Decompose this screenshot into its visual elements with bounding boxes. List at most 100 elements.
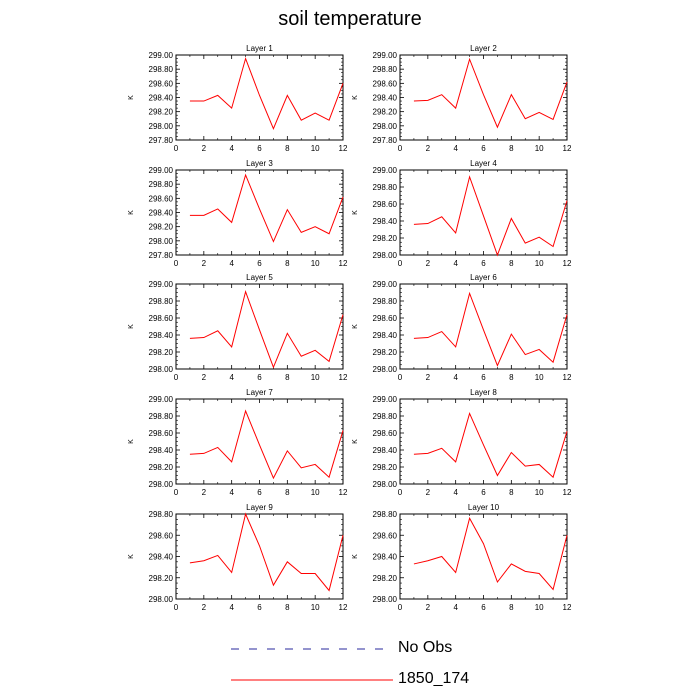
x-tick-label: 8 xyxy=(509,488,514,497)
x-tick-label: 10 xyxy=(311,144,320,153)
x-tick-label: 4 xyxy=(453,603,458,612)
plot-frame xyxy=(399,283,568,370)
y-tick-label: 298.80 xyxy=(149,65,174,74)
x-tick-label: 12 xyxy=(563,603,572,612)
y-tick-label: 298.40 xyxy=(373,94,398,103)
y-tick-label: 298.60 xyxy=(373,79,398,88)
x-tick-label: 12 xyxy=(339,603,348,612)
x-tick-label: 10 xyxy=(311,603,320,612)
y-tick-label: 298.80 xyxy=(149,180,174,189)
x-tick-label: 6 xyxy=(257,144,262,153)
y-tick-label: 298.20 xyxy=(149,348,174,357)
x-tick-label: 8 xyxy=(285,259,290,268)
x-tick-label: 12 xyxy=(339,373,348,382)
plot-frame xyxy=(399,54,568,141)
series-line-1850-174 xyxy=(413,291,568,367)
series-line-1850-174 xyxy=(189,173,344,243)
x-tick-label: 8 xyxy=(509,259,514,268)
x-tick-label: 6 xyxy=(481,488,486,497)
y-tick-label: 298.80 xyxy=(373,510,398,519)
y-tick-label: 298.40 xyxy=(149,209,174,218)
y-tick-label: 298.40 xyxy=(373,553,398,562)
x-tick-label: 2 xyxy=(202,373,207,382)
y-axis-label: K xyxy=(352,210,359,215)
series-line-1850-174 xyxy=(189,512,344,592)
page-title: soil temperature xyxy=(278,8,422,30)
y-tick-label: 298.20 xyxy=(373,574,398,583)
x-tick-label: 2 xyxy=(426,603,431,612)
y-tick-label: 298.00 xyxy=(149,122,174,131)
x-tick-label: 6 xyxy=(481,373,486,382)
y-tick-label: 298.40 xyxy=(149,446,174,455)
y-tick-label: 299.00 xyxy=(149,51,174,60)
panel-layer-4: Layer 4 K 298.00 298.20 298.40 298.60 298.80 29… xyxy=(352,159,572,268)
x-tick-label: 10 xyxy=(311,259,320,268)
y-tick-label: 298.20 xyxy=(149,463,174,472)
x-tick-label: 4 xyxy=(229,144,234,153)
x-tick-label: 12 xyxy=(563,373,572,382)
x-tick-label: 2 xyxy=(426,488,431,497)
y-tick-label: 299.00 xyxy=(373,51,398,60)
x-tick-label: 2 xyxy=(426,373,431,382)
plot-frame xyxy=(399,513,568,600)
y-tick-label: 298.20 xyxy=(149,223,174,232)
y-tick-label: 298.20 xyxy=(373,348,398,357)
x-tick-label: 12 xyxy=(563,259,572,268)
series-line-1850-174 xyxy=(413,411,568,479)
panel-layer-5: Layer 5 K 298.00 298.20 298.40 298.60 298.80 29… xyxy=(128,273,348,382)
plot-frame xyxy=(175,513,344,600)
y-axis-label: K xyxy=(128,95,135,100)
x-tick-label: 2 xyxy=(426,259,431,268)
y-tick-label: 298.60 xyxy=(373,314,398,323)
plot-frame xyxy=(175,54,344,141)
y-tick-label: 298.60 xyxy=(149,314,174,323)
x-tick-label: 0 xyxy=(174,259,179,268)
x-tick-label: 2 xyxy=(202,488,207,497)
x-tick-label: 10 xyxy=(311,373,320,382)
x-tick-label: 0 xyxy=(174,373,179,382)
x-tick-label: 10 xyxy=(535,259,544,268)
x-tick-label: 4 xyxy=(453,259,458,268)
x-tick-label: 10 xyxy=(535,373,544,382)
y-tick-label: 297.80 xyxy=(373,136,398,145)
y-axis-label: K xyxy=(352,324,359,329)
series-line-1850-174 xyxy=(189,56,344,130)
panel-title: Layer 6 xyxy=(470,273,497,282)
y-tick-label: 298.60 xyxy=(149,194,174,203)
x-tick-label: 8 xyxy=(285,373,290,382)
x-tick-label: 8 xyxy=(285,603,290,612)
x-tick-label: 4 xyxy=(453,373,458,382)
panel-title: Layer 2 xyxy=(470,44,497,53)
y-tick-label: 299.00 xyxy=(149,280,174,289)
panel-title: Layer 3 xyxy=(246,159,273,168)
y-tick-label: 298.60 xyxy=(373,531,398,540)
y-tick-label: 299.00 xyxy=(149,166,174,175)
series-line-1850-174 xyxy=(413,57,568,129)
x-tick-label: 12 xyxy=(339,144,348,153)
plot-frame xyxy=(399,169,568,256)
panel-layer-10: Layer 10 K 298.00 298.20 298.40 298.60 298.80 0… xyxy=(352,503,572,612)
panel-title: Layer 9 xyxy=(246,503,273,512)
x-tick-label: 8 xyxy=(285,488,290,497)
y-tick-label: 298.60 xyxy=(149,79,174,88)
x-tick-label: 6 xyxy=(481,144,486,153)
y-axis-label: K xyxy=(352,439,359,444)
y-tick-label: 298.60 xyxy=(149,429,174,438)
panel-title: Layer 10 xyxy=(468,503,500,512)
y-tick-label: 298.00 xyxy=(373,595,398,604)
y-tick-label: 298.80 xyxy=(373,65,398,74)
y-tick-label: 298.80 xyxy=(373,183,398,192)
x-tick-label: 12 xyxy=(563,144,572,153)
x-tick-label: 12 xyxy=(339,259,348,268)
x-tick-label: 6 xyxy=(257,603,262,612)
x-tick-label: 6 xyxy=(257,259,262,268)
y-tick-label: 298.40 xyxy=(373,331,398,340)
y-axis-label: K xyxy=(128,439,135,444)
y-axis-label: K xyxy=(128,210,135,215)
x-tick-label: 6 xyxy=(257,488,262,497)
x-tick-label: 6 xyxy=(481,259,486,268)
x-tick-label: 0 xyxy=(398,603,403,612)
y-tick-label: 298.40 xyxy=(373,446,398,455)
series-line-1850-174 xyxy=(189,289,344,369)
y-axis-label: K xyxy=(128,554,135,559)
